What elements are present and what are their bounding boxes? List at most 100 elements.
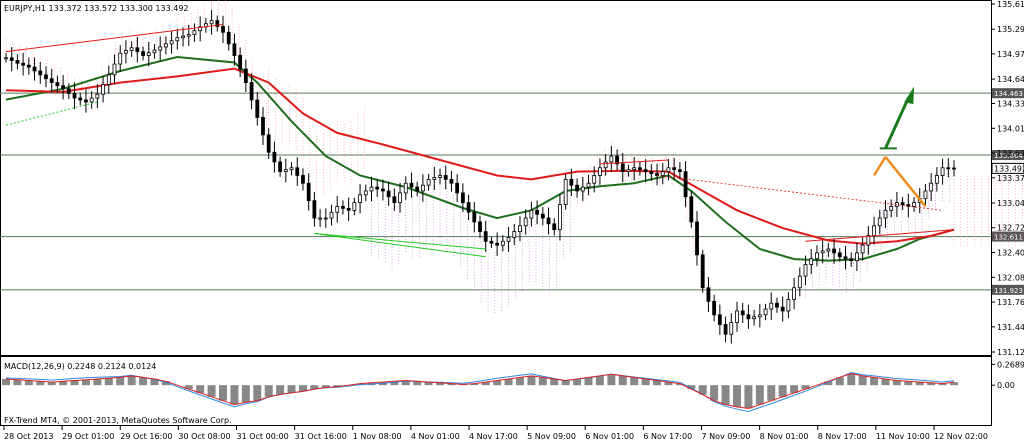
x-tick-label: 6 Nov 01:00 xyxy=(585,432,634,441)
candle-body xyxy=(95,93,100,99)
candle-body xyxy=(72,93,77,99)
candle-body xyxy=(700,254,705,289)
candle-body xyxy=(55,82,60,87)
candle-body xyxy=(695,221,699,256)
candle-body xyxy=(735,310,739,323)
macd-signal-line xyxy=(5,372,955,410)
candle-body xyxy=(192,30,197,35)
candle-body xyxy=(757,314,762,318)
x-tick-label: 8 Nov 01:00 xyxy=(760,432,809,441)
x-tick-label: 6 Nov 17:00 xyxy=(643,432,692,441)
candle-body xyxy=(386,190,391,198)
candle-body xyxy=(746,314,751,320)
candle-body xyxy=(4,57,8,60)
candle-body xyxy=(363,190,368,196)
candle-body xyxy=(21,62,26,66)
y-tick-label: 134.970 xyxy=(997,50,1024,59)
y-tick-label: 134.645 xyxy=(997,75,1024,84)
candle-body xyxy=(552,223,557,231)
candle-body xyxy=(478,221,482,233)
candle-body xyxy=(546,217,551,225)
y-tick-label: 132.085 xyxy=(997,273,1024,282)
candle-body xyxy=(392,196,397,203)
macd-y-tick-label: 0.2689 xyxy=(997,360,1024,369)
x-tick-label: 4 Nov 01:00 xyxy=(411,432,460,441)
trendline-support-3 xyxy=(805,229,955,242)
candle-body xyxy=(506,237,511,242)
candle-body xyxy=(38,70,43,76)
candle-body xyxy=(769,302,774,310)
candle-body xyxy=(318,217,322,220)
candle-body xyxy=(586,182,591,188)
candle-body xyxy=(500,240,505,246)
candle-body xyxy=(289,167,294,171)
candle-body xyxy=(44,74,48,80)
candle-body xyxy=(575,184,579,192)
y-tick-label: 135.290 xyxy=(997,25,1024,34)
x-tick-label: 12 Nov 02:00 xyxy=(934,432,988,441)
candle-body xyxy=(78,97,83,101)
moving-average-slow xyxy=(5,67,955,245)
y-tick-label: 131.445 xyxy=(997,323,1024,332)
candle-body xyxy=(381,188,385,192)
y-tick-label: 131.765 xyxy=(997,298,1024,307)
candle-body xyxy=(375,186,380,190)
copyright-text: FX-Trend MT4, © 2001-2013, MetaQuotes So… xyxy=(4,416,232,425)
candle-body xyxy=(815,252,819,260)
y-tick-label: 135.615 xyxy=(997,0,1024,9)
candle-body xyxy=(495,242,500,246)
trendline-resistance-2 xyxy=(599,159,669,165)
current-price-box xyxy=(991,162,1024,174)
candle-body xyxy=(175,37,180,42)
candle-body xyxy=(792,287,796,300)
candle-body xyxy=(489,240,494,244)
candle-body xyxy=(655,173,659,176)
level-label-box xyxy=(992,150,1024,161)
candle-body xyxy=(403,182,408,194)
x-tick-label: 30 Oct 08:00 xyxy=(178,432,230,441)
trendline-support-2 xyxy=(314,233,486,250)
candle-body xyxy=(860,244,865,254)
candle-body xyxy=(426,178,431,186)
candle-body xyxy=(472,211,477,223)
candle-body xyxy=(101,84,105,95)
candle-body xyxy=(181,35,185,39)
candle-body xyxy=(420,184,425,192)
candle-body xyxy=(124,50,128,54)
candle-body xyxy=(849,258,854,262)
candle-body xyxy=(677,169,682,173)
candle-body xyxy=(164,43,168,48)
candle-body xyxy=(352,202,357,211)
candle-body xyxy=(706,287,711,302)
y-tick-label: 133.690 xyxy=(997,149,1024,158)
macd-info: MACD(12,26,9) 0.2248 0.2124 0.0124 xyxy=(4,362,156,371)
candle-body xyxy=(449,178,454,184)
candle-body xyxy=(32,66,37,72)
x-tick-label: 29 Oct 16:00 xyxy=(120,432,172,441)
candle-body xyxy=(740,310,745,316)
x-tick-label: 7 Nov 09:00 xyxy=(702,432,751,441)
candle-body xyxy=(666,167,671,173)
symbol-info: EURJPY,H1 133.372 133.572 133.300 133.49… xyxy=(4,4,189,13)
candle-body xyxy=(837,252,842,258)
candle-body xyxy=(358,194,362,203)
candle-body xyxy=(9,57,14,61)
candle-body xyxy=(729,322,734,335)
candle-body xyxy=(512,231,517,238)
candle-body xyxy=(243,68,248,83)
candle-body xyxy=(84,99,88,103)
candle-body xyxy=(466,202,471,213)
candle-body xyxy=(580,186,585,192)
candle-body xyxy=(540,213,545,219)
level-label: 131.923 xyxy=(994,287,1023,295)
candle-body xyxy=(900,202,905,205)
candle-body xyxy=(232,43,237,56)
candle-body xyxy=(238,55,243,70)
candle-body xyxy=(186,34,191,37)
x-tick-label: 31 Oct 16:00 xyxy=(295,432,347,441)
candle-body xyxy=(455,182,460,194)
candle-body xyxy=(278,161,283,173)
candle-body xyxy=(592,175,597,184)
candle-body xyxy=(415,186,420,192)
